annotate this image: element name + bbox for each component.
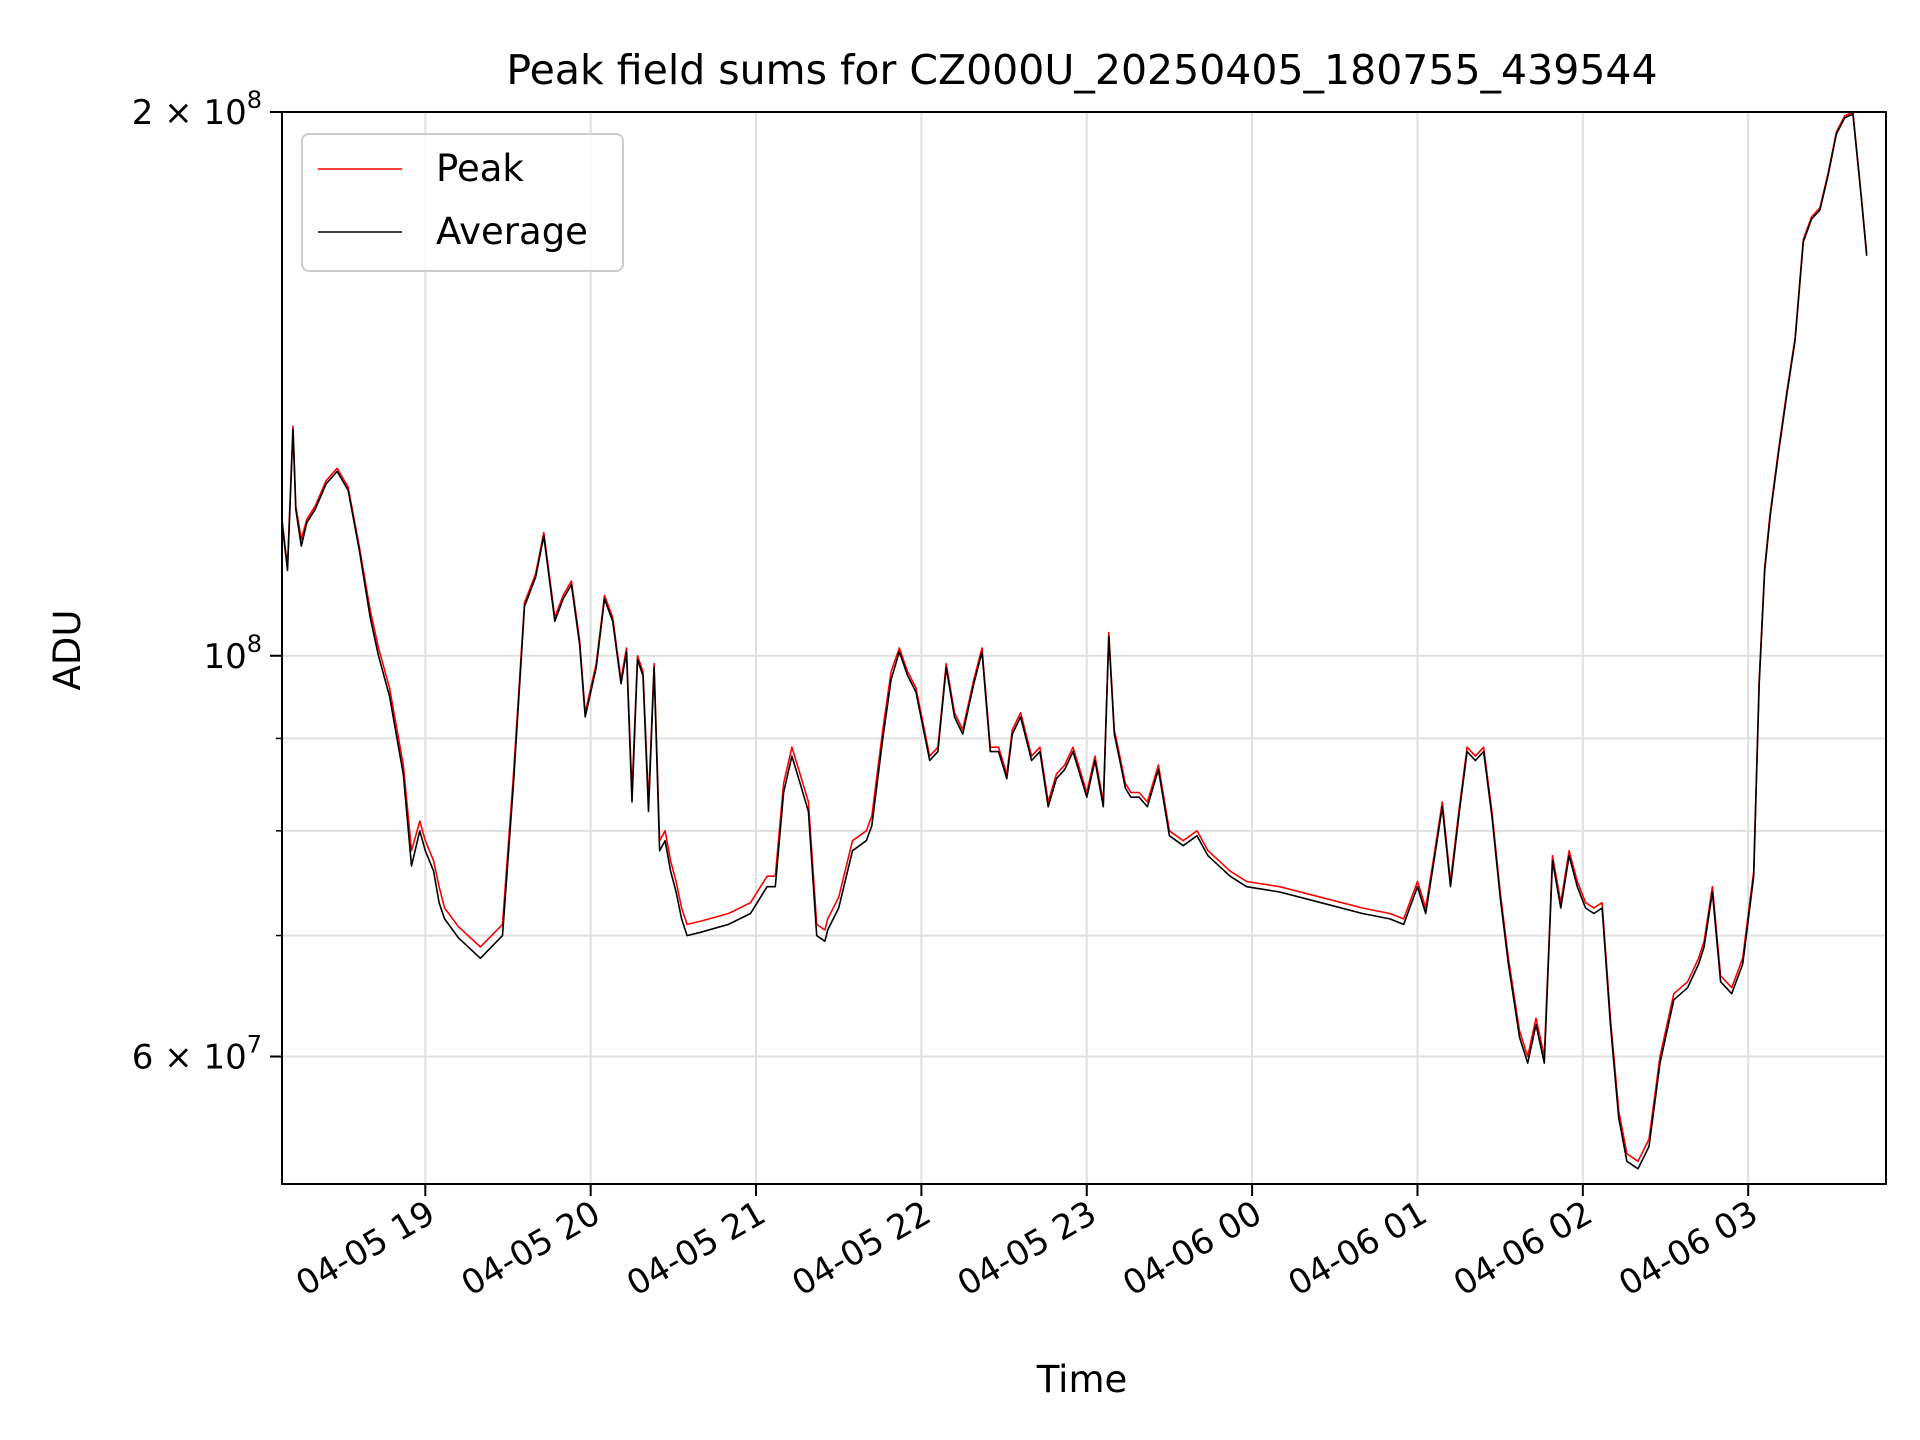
plot-lines (281, 111, 1868, 1170)
axes-frame (281, 111, 1887, 1185)
legend-label-average: Average (436, 210, 588, 253)
legend-label-peak: Peak (436, 147, 524, 190)
x-axis-label: Time (1036, 1358, 1128, 1401)
y-tick-label: 2 × 108 (132, 86, 262, 133)
y-tick-label: 6 × 107 (132, 1031, 262, 1078)
y-axis-label: ADU (46, 610, 89, 691)
chart-title: Peak field sums for CZ000U_20250405_1807… (506, 46, 1657, 94)
grid (282, 111, 1886, 1184)
series-line-average (281, 113, 1868, 1170)
y-tick-label: 108 (203, 630, 262, 677)
legend: Peak Average (301, 133, 624, 272)
